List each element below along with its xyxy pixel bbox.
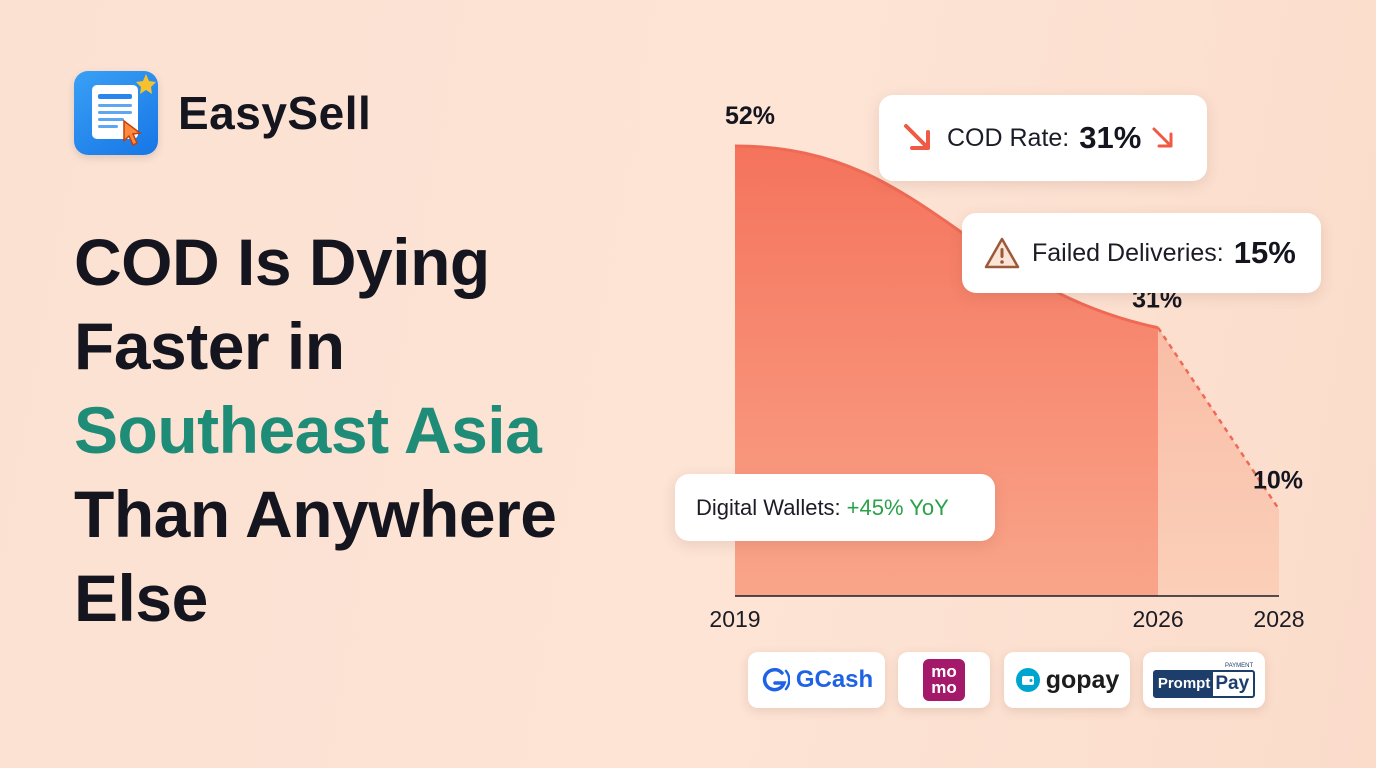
gopay-wallet-icon	[1015, 668, 1040, 692]
cod-rate-card: COD Rate: 31%	[879, 95, 1207, 181]
momo-logo: mo mo	[898, 652, 990, 708]
headline: COD Is Dying Faster in Southeast Asia Th…	[74, 220, 674, 640]
cod-rate-value: 31%	[1079, 120, 1142, 155]
down-right-arrow-icon	[904, 124, 930, 150]
cursor-icon	[123, 119, 142, 147]
digital-wallets-value: +45% YoY	[846, 494, 949, 520]
app-logo	[74, 71, 158, 155]
data-label-2: 10%	[1253, 466, 1303, 494]
promptpay-text-b: Pay	[1215, 672, 1250, 694]
headline-line-4: Than Anywhere	[74, 477, 557, 551]
x-tick-2019: 2019	[709, 606, 760, 632]
document-icon	[92, 74, 156, 147]
gopay-text: gopay	[1045, 665, 1120, 694]
promptpay-small-text: PAYMENT	[1225, 662, 1254, 669]
failed-deliveries-label: Failed Deliveries:	[1032, 238, 1224, 267]
promptpay-text-a: Prompt	[1154, 671, 1214, 696]
x-tick-2026: 2026	[1133, 606, 1184, 632]
momo-mark: mo mo	[923, 659, 965, 701]
digital-wallets-label: Digital Wallets:	[696, 494, 841, 520]
projected-line	[1157, 327, 1281, 511]
warning-icon	[984, 237, 1020, 269]
gcash-text: GCash	[795, 666, 874, 693]
gcash-icon	[762, 667, 790, 692]
star-icon	[136, 74, 156, 94]
headline-line-1: COD Is Dying	[74, 225, 490, 299]
failed-deliveries-value: 15%	[1233, 235, 1296, 270]
cod-rate-label: COD Rate:	[947, 123, 1070, 152]
failed-deliveries-card: Failed Deliveries: 15%	[962, 213, 1321, 293]
data-label-0: 52%	[725, 102, 775, 130]
brand-name: EasySell	[178, 87, 372, 139]
headline-line-5: Else	[74, 561, 208, 635]
actual-line	[734, 144, 1159, 330]
digital-wallets-card: Digital Wallets: +45% YoY	[675, 474, 995, 541]
x-tick-2028: 2028	[1253, 606, 1304, 632]
headline-accent: Southeast Asia	[74, 393, 542, 467]
down-right-arrow-small-icon	[1152, 127, 1173, 148]
projected-area	[1158, 327, 1279, 596]
gopay-logo: gopay	[1004, 652, 1130, 708]
gcash-logo: GCash	[748, 652, 885, 708]
promptpay-mark: Prompt Pay	[1152, 669, 1256, 698]
promptpay-logo: PAYMENT Prompt Pay	[1143, 652, 1265, 708]
headline-line-2: Faster in	[74, 309, 345, 383]
